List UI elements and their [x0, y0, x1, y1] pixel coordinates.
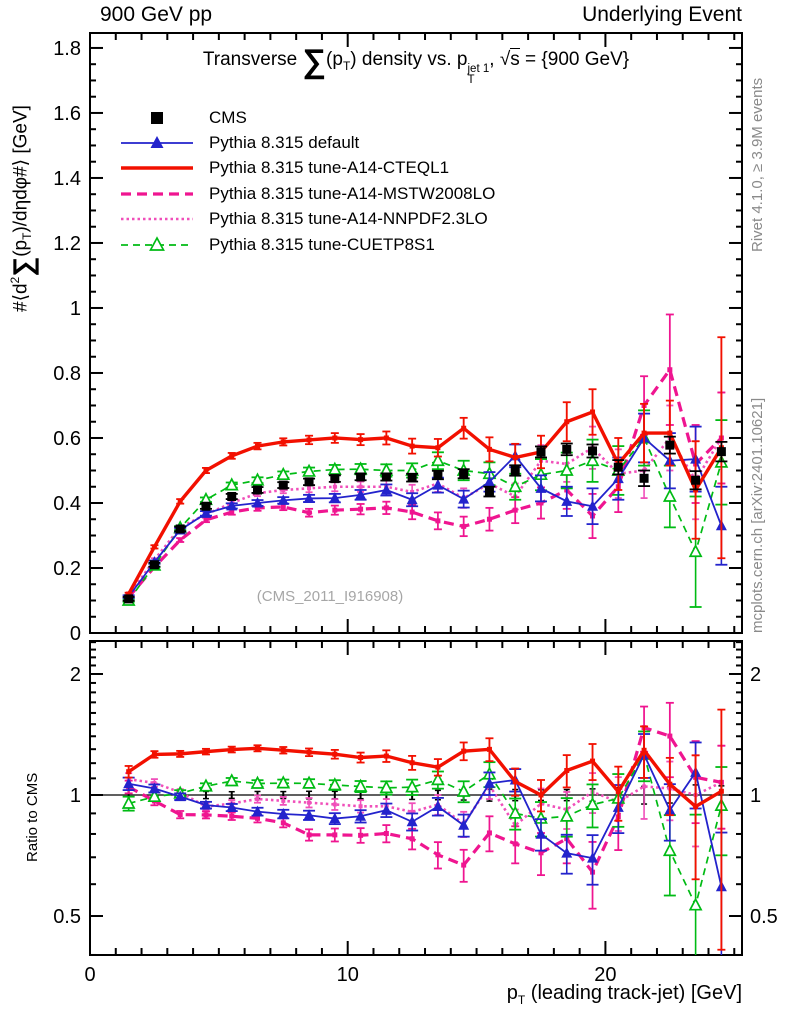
title-post: = {900 GeV} [519, 49, 630, 70]
svg-text:0.8: 0.8 [53, 363, 81, 385]
legend-swatch-cuetp8s1 [121, 235, 193, 251]
svg-text:10: 10 [337, 964, 359, 986]
title-mid: ) density vs. p [350, 49, 468, 70]
title-t-sub: T [467, 74, 475, 86]
ylab-post: )/dηdφ#⟩ [GeV] [10, 105, 32, 233]
svg-text:0: 0 [70, 623, 81, 645]
svg-text:1: 1 [70, 298, 81, 320]
legend-item-cuetp8s1: Pythia 8.315 tune-CUETP8S1 [118, 232, 495, 257]
axis-ticks: 0 10 20 0 0.2 0.4 0.6 0.8 1 1.2 1.4 1.6 1.8 0.5 0.5 1 1 2… [53, 33, 778, 986]
svg-text:1.2: 1.2 [53, 233, 81, 255]
title-popen: (p [326, 49, 343, 70]
panel-frames [89, 32, 743, 956]
ylab-psub: T [20, 232, 35, 240]
title-psub: T [342, 58, 351, 73]
ylab-sup: 2 [8, 276, 22, 284]
svg-text:0.6: 0.6 [53, 428, 81, 450]
mcplots-caption: mcplots.cern.ch [arXiv:2401.10621] [749, 397, 766, 633]
series-cteql1 [124, 336, 726, 597]
ratio-axis-title: Ratio to CMS [24, 772, 41, 862]
legend-item-mstw2008lo: Pythia 8.315 tune-A14-MSTW2008LO [118, 181, 495, 206]
xlab-sub: T [517, 993, 526, 1007]
header-analysis: Underlying Event [582, 3, 742, 26]
y-axis-title: #⟨d2∑(pT)/dηdφ#⟩ [GeV] [7, 105, 38, 312]
legend-label: CMS [209, 107, 247, 127]
legend-swatch-cms [151, 111, 163, 124]
ylab-pre: #⟨d [10, 283, 32, 312]
legend-item-default: Pythia 8.315 default [118, 130, 495, 155]
series-mstw2008lo [124, 313, 726, 600]
svg-text:1.4: 1.4 [53, 168, 81, 190]
legend-label: Pythia 8.315 default [209, 133, 360, 153]
title-jet-sup: jet 1 [467, 63, 490, 75]
svg-text:0.4: 0.4 [53, 493, 81, 515]
legend-item-nnpdf23lo: Pythia 8.315 tune-A14-NNPDF2.3LO [118, 207, 495, 232]
svg-text:2: 2 [70, 664, 81, 686]
xlab-post: (leading track-jet) [GeV] [525, 982, 742, 1004]
svg-text:1: 1 [70, 785, 81, 807]
legend-swatch-nnpdf23lo [121, 217, 193, 221]
svg-text:1: 1 [750, 785, 761, 807]
legend-label: Pythia 8.315 tune-A14-CTEQL1 [209, 158, 450, 178]
title-pre: Transverse [202, 49, 303, 70]
svg-text:20: 20 [594, 964, 616, 986]
svg-text:0: 0 [84, 964, 95, 986]
x-axis-title: pT (leading track-jet) [GeV] [0, 982, 742, 1007]
xlab-p: p [506, 982, 518, 1004]
series-cms [122, 435, 728, 604]
svg-text:1.6: 1.6 [53, 103, 81, 125]
svg-text:0.5: 0.5 [53, 906, 81, 928]
rivet-caption: Rivet 4.1.0, ≥ 3.9M events [749, 77, 766, 252]
legend-swatch-default [121, 136, 193, 149]
svg-text:2: 2 [750, 664, 761, 686]
series-cteql1 [124, 708, 726, 951]
series-nnpdf23lo [125, 744, 725, 848]
series-cuetp8s1 [121, 730, 729, 955]
ylab-sum-symbol: ∑ [7, 256, 39, 277]
legend-item-cms: CMS [118, 105, 495, 130]
sqrt-symbol: √ [499, 49, 511, 70]
svg-text:0.2: 0.2 [53, 558, 81, 580]
legend: CMS Pythia 8.315 default Pythia 8.315 tu… [118, 105, 495, 257]
legend-swatch-cteql1 [121, 166, 193, 171]
sqrt-arg: s [510, 48, 520, 70]
sum-symbol: ∑ [302, 42, 327, 79]
svg-text:1.8: 1.8 [53, 38, 81, 60]
legend-label: Pythia 8.315 tune-A14-NNPDF2.3LO [209, 209, 488, 229]
legend-swatch-mstw2008lo [121, 192, 193, 196]
analysis-watermark: (CMS_2011_I916908) [256, 588, 404, 605]
legend-label: Pythia 8.315 tune-CUETP8S1 [209, 234, 435, 254]
title-comma: , [489, 49, 500, 70]
svg-text:0.5: 0.5 [750, 906, 778, 928]
series-default [122, 733, 728, 955]
header-beam: 900 GeV pp [100, 3, 213, 26]
legend-item-cteql1: Pythia 8.315 tune-A14-CTEQL1 [118, 156, 495, 181]
ylab-popen: (p [10, 239, 32, 257]
legend-label: Pythia 8.315 tune-A14-MSTW2008LO [209, 183, 496, 203]
